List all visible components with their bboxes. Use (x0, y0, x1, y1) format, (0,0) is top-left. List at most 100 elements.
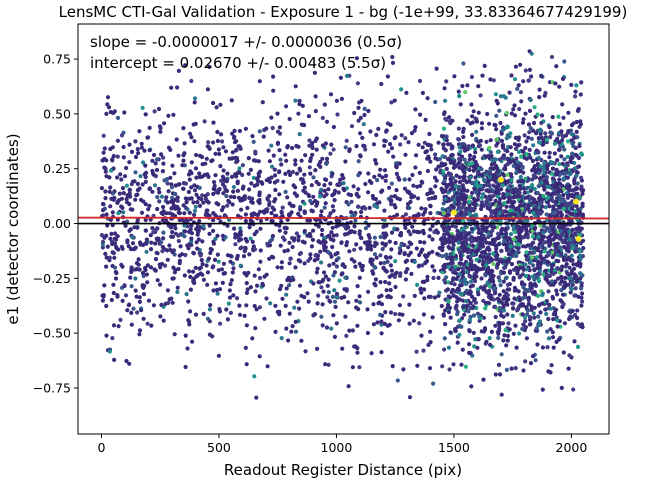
data-point (331, 273, 336, 278)
data-point (541, 174, 546, 179)
data-point (100, 245, 105, 250)
data-point (526, 135, 531, 140)
data-point (449, 290, 454, 295)
data-point (493, 211, 498, 216)
data-point (516, 194, 521, 199)
data-point (573, 245, 578, 250)
data-point (442, 278, 447, 283)
data-point (507, 90, 512, 95)
data-point (155, 251, 160, 256)
data-point (507, 327, 512, 332)
data-point (134, 294, 139, 299)
data-point (578, 232, 583, 237)
data-point (527, 147, 532, 152)
data-point (215, 233, 220, 238)
data-point (269, 254, 274, 259)
data-point (211, 264, 216, 269)
data-point (119, 262, 124, 267)
data-point (569, 212, 574, 217)
data-point (413, 107, 418, 112)
data-point (453, 184, 458, 189)
data-point (403, 225, 408, 230)
data-point (203, 161, 208, 166)
data-point (412, 128, 417, 133)
data-point (161, 155, 166, 160)
data-point (436, 275, 441, 280)
data-point (221, 261, 226, 266)
data-point (124, 358, 129, 364)
data-point (266, 148, 271, 153)
data-point (414, 246, 419, 251)
data-point (559, 129, 564, 134)
data-point (456, 126, 461, 131)
data-point (428, 227, 433, 232)
data-point (369, 180, 374, 185)
data-point (157, 190, 162, 195)
data-point (500, 209, 505, 214)
data-point (441, 226, 446, 231)
slope-annotation: slope = -0.0000017 +/- 0.0000036 (0.5σ) (90, 33, 402, 51)
data-point (182, 234, 187, 239)
data-point (362, 106, 367, 111)
data-point (269, 218, 274, 224)
data-point (474, 129, 479, 134)
data-point (148, 217, 153, 222)
data-point (322, 245, 327, 250)
data-point (498, 94, 503, 99)
data-point (245, 287, 250, 292)
data-point (320, 227, 325, 233)
data-point (195, 246, 200, 251)
data-point (385, 74, 390, 79)
data-point (182, 141, 187, 146)
data-point (508, 208, 513, 213)
data-point (301, 180, 306, 185)
data-point (297, 306, 302, 311)
data-point (192, 280, 197, 286)
data-point (403, 212, 408, 217)
data-point (519, 99, 524, 104)
data-point (410, 224, 415, 229)
data-point (541, 194, 546, 199)
data-point (560, 183, 565, 188)
data-point (244, 290, 249, 295)
data-point (176, 153, 181, 158)
data-point (484, 240, 489, 245)
data-point (484, 339, 489, 344)
data-point (536, 314, 541, 319)
data-point (143, 179, 148, 184)
data-point (303, 153, 308, 158)
data-point (462, 157, 467, 162)
data-point (284, 326, 289, 331)
data-point (489, 210, 494, 215)
data-point (441, 201, 446, 206)
data-point (520, 120, 526, 125)
data-point (166, 145, 172, 150)
data-point (481, 261, 486, 267)
data-point (457, 332, 462, 337)
data-point (230, 150, 235, 155)
data-point (383, 310, 388, 315)
data-point (101, 150, 106, 155)
data-point (441, 142, 446, 147)
data-point (537, 272, 542, 277)
data-point (487, 336, 492, 341)
data-point (109, 297, 114, 303)
data-point (542, 260, 547, 265)
data-point (511, 301, 516, 306)
data-point (531, 120, 537, 126)
data-point (319, 209, 324, 214)
data-point (192, 188, 198, 193)
data-point (124, 197, 129, 202)
data-point (273, 173, 278, 178)
data-point (246, 156, 251, 161)
data-point (188, 309, 193, 314)
data-point (508, 244, 513, 249)
data-point (128, 275, 133, 280)
data-point (502, 200, 507, 206)
data-point (524, 250, 529, 255)
data-point (251, 175, 256, 180)
data-point (378, 280, 383, 285)
data-point (423, 117, 428, 122)
data-point (416, 212, 421, 218)
data-point (228, 194, 233, 199)
